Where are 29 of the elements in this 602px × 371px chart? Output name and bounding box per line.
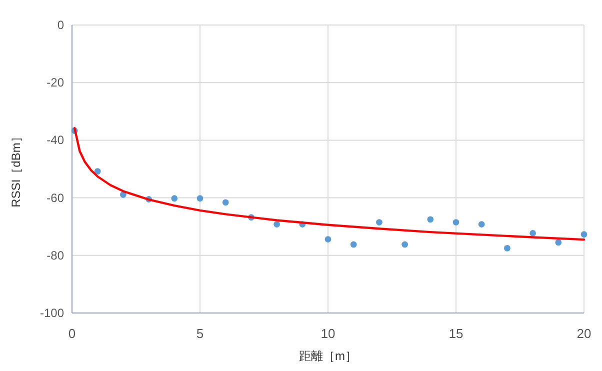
point xyxy=(580,231,588,238)
x-tick-label: 0 xyxy=(68,326,76,341)
point xyxy=(171,195,178,202)
point xyxy=(478,221,485,228)
y-axis-title: RSSI［dBm］ xyxy=(9,130,23,208)
y-tick-label: -20 xyxy=(46,76,64,90)
x-tick-label: 5 xyxy=(196,326,204,341)
x-axis-title: 距離［m］ xyxy=(299,349,357,363)
point xyxy=(350,241,357,248)
x-tick-label: 15 xyxy=(448,326,464,341)
point xyxy=(94,168,101,175)
x-tick-label: 10 xyxy=(320,326,336,341)
point xyxy=(196,195,204,202)
point xyxy=(222,199,229,206)
y-tick-label: -80 xyxy=(46,248,64,262)
y-tick-label: -60 xyxy=(46,190,64,205)
y-tick-label: 0 xyxy=(57,18,64,32)
y-tick-label: -40 xyxy=(46,133,64,148)
point xyxy=(504,245,510,252)
point xyxy=(274,221,280,228)
point xyxy=(376,219,382,226)
y-tick-label: -100 xyxy=(40,306,64,320)
point xyxy=(530,230,536,236)
point xyxy=(324,236,332,242)
point xyxy=(452,219,460,226)
x-tick-label: 20 xyxy=(576,326,592,341)
point xyxy=(427,216,434,223)
point xyxy=(555,239,562,246)
point xyxy=(402,241,408,248)
